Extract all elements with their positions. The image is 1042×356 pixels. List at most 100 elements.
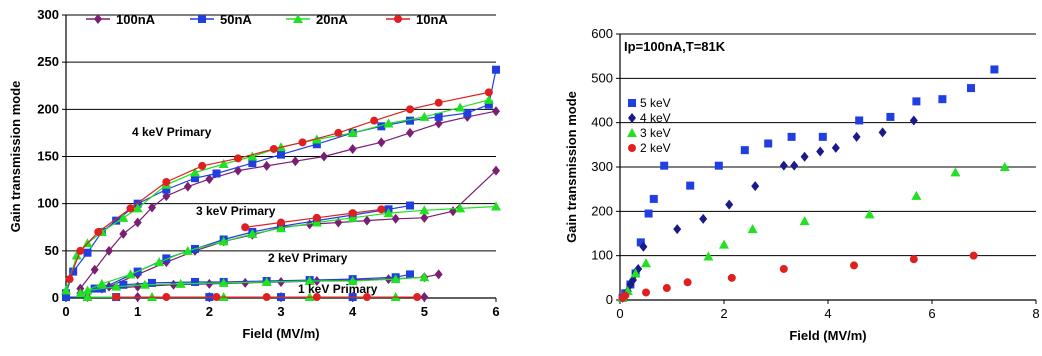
data-point (312, 140, 321, 149)
x-axis-label: Field (MV/m) (789, 328, 866, 343)
y-tick-label: 400 (591, 115, 613, 130)
data-point (649, 194, 658, 203)
data-point (909, 115, 918, 126)
data-point (714, 161, 723, 170)
data-point (779, 160, 788, 171)
y-axis-label: Gain transmission mode (564, 91, 579, 243)
data-point (719, 239, 729, 249)
data-point (269, 144, 278, 153)
data-point (630, 268, 641, 278)
legend-item-100nA: 100nA (86, 12, 156, 27)
x-tick-label: 0 (616, 306, 623, 321)
data-point (154, 257, 165, 267)
legend-label: 50nA (220, 12, 252, 27)
legend-label: 5 keV (640, 96, 671, 110)
data-point (132, 203, 143, 213)
series-3 keV (617, 162, 1010, 302)
data-point (419, 205, 430, 215)
x-tick-label: 4 (349, 304, 357, 319)
data-point (799, 216, 810, 226)
series-line (87, 276, 425, 292)
data-point (183, 181, 192, 192)
data-point (162, 185, 171, 194)
data-point (434, 269, 443, 280)
legend-marker (94, 14, 102, 24)
y-tick-label: 0 (606, 292, 613, 307)
y-tick-label: 600 (591, 26, 613, 41)
legend-marker (628, 99, 636, 107)
data-point (94, 227, 103, 236)
data-point (642, 288, 650, 297)
data-point (967, 84, 975, 93)
data-point (434, 112, 443, 121)
data-point (126, 204, 135, 213)
data-point (419, 272, 430, 282)
y-tick-label: 100 (591, 248, 613, 263)
data-point (370, 116, 379, 125)
data-point (855, 116, 864, 125)
data-point (751, 181, 760, 192)
data-point (644, 209, 653, 218)
data-point (162, 293, 171, 302)
annotation-label: 2 keV Primary (268, 251, 348, 265)
legend-item-5 keV: 5 keV (628, 96, 671, 110)
data-point (162, 177, 171, 186)
data-point (320, 151, 328, 162)
data-point (90, 264, 99, 275)
data-point (75, 288, 86, 298)
y-tick-label: 150 (37, 149, 59, 164)
data-point (463, 109, 472, 118)
data-point (218, 159, 229, 169)
data-point (662, 284, 671, 293)
data-point (218, 277, 229, 287)
x-tick-label: 2 (720, 306, 727, 321)
data-point (703, 251, 714, 261)
data-point (621, 291, 630, 300)
data-point (673, 224, 682, 235)
data-point (191, 277, 199, 286)
data-point (125, 269, 136, 279)
data-point (105, 245, 113, 256)
data-point (660, 161, 669, 170)
data-point (348, 209, 357, 218)
data-point (169, 279, 178, 290)
data-point (133, 217, 142, 228)
series-10nA (65, 88, 493, 302)
data-point (852, 131, 861, 142)
data-point (878, 127, 887, 138)
data-point (90, 284, 99, 293)
data-point (205, 278, 214, 289)
data-point (484, 100, 493, 109)
data-point (65, 275, 74, 284)
data-point (212, 169, 221, 178)
x-tick-label: 8 (1032, 306, 1039, 321)
y-tick-label: 200 (591, 203, 613, 218)
data-point (205, 174, 214, 185)
data-point (764, 139, 773, 148)
y-tick-label: 500 (591, 70, 613, 85)
data-point (119, 280, 128, 289)
data-point (455, 203, 466, 213)
data-point (390, 274, 401, 284)
data-point (483, 94, 494, 104)
data-point (990, 65, 999, 74)
data-point (413, 293, 422, 302)
data-point (312, 213, 321, 222)
data-point (247, 228, 258, 238)
data-point (69, 267, 78, 276)
annotation-label: 1 keV Primary (298, 282, 378, 296)
data-point (406, 201, 414, 210)
data-point (999, 162, 1010, 171)
data-point (62, 293, 70, 302)
data-point (391, 213, 400, 224)
data-point (175, 278, 186, 288)
data-point (198, 161, 207, 170)
legend-marker (198, 15, 206, 23)
data-point (434, 118, 443, 129)
data-point (406, 127, 414, 138)
data-point (248, 159, 257, 168)
data-point (241, 223, 250, 232)
data-point (277, 218, 285, 227)
data-point (449, 206, 457, 217)
data-point (148, 202, 156, 213)
